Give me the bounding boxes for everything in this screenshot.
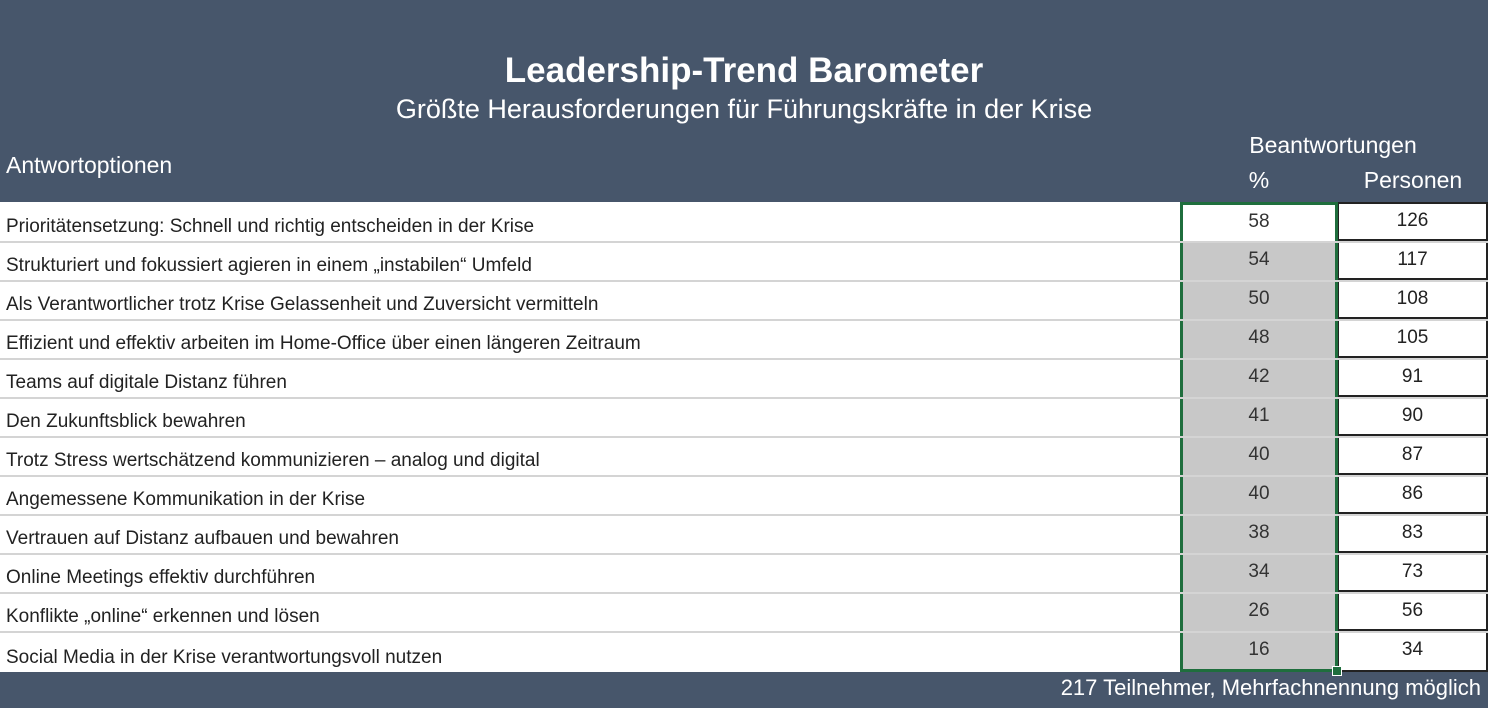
column-header-persons[interactable]: Personen <box>1363 167 1463 193</box>
cell-percent[interactable]: 38 <box>1180 516 1338 553</box>
cell-persons[interactable]: 83 <box>1338 516 1488 553</box>
table-row: Social Media in der Krise verantwortungs… <box>0 633 1488 672</box>
cell-option-label[interactable]: Effizient und effektiv arbeiten im Home-… <box>0 321 1180 358</box>
cell-option-label[interactable]: Strukturiert und fokussiert agieren in e… <box>0 243 1180 280</box>
cell-persons[interactable]: 126 <box>1338 202 1488 241</box>
cell-option-label[interactable]: Social Media in der Krise verantwortungs… <box>0 633 1180 672</box>
table-row: Strukturiert und fokussiert agieren in e… <box>0 243 1488 282</box>
cell-persons[interactable]: 34 <box>1338 633 1488 672</box>
table-row: Angemessene Kommunikation in der Krise 40… <box>0 477 1488 516</box>
cell-percent[interactable]: 58 <box>1180 202 1338 241</box>
table-row: Teams auf digitale Distanz führen 42 91 <box>0 360 1488 399</box>
column-header-options[interactable]: Antwortoptionen <box>6 152 173 178</box>
cell-persons[interactable]: 56 <box>1338 594 1488 631</box>
cell-persons[interactable]: 87 <box>1338 438 1488 475</box>
footer-note: 217 Teilnehmer, Mehrfachnennung möglich <box>1060 675 1481 700</box>
cell-percent[interactable]: 34 <box>1180 555 1338 592</box>
cell-percent[interactable]: 41 <box>1180 399 1338 436</box>
cell-persons[interactable]: 73 <box>1338 555 1488 592</box>
cell-option-label[interactable]: Als Verantwortlicher trotz Krise Gelasse… <box>0 282 1180 319</box>
page-subtitle: Größte Herausforderungen für Führungskrä… <box>395 94 1093 124</box>
table-row: Online Meetings effektiv durchführen 34 73 <box>0 555 1488 594</box>
cell-persons[interactable]: 86 <box>1338 477 1488 514</box>
table-row: Effizient und effektiv arbeiten im Home-… <box>0 321 1488 360</box>
table-row: Als Verantwortlicher trotz Krise Gelasse… <box>0 282 1488 321</box>
cell-persons[interactable]: 105 <box>1338 321 1488 358</box>
cell-percent[interactable]: 16 <box>1180 633 1338 672</box>
cell-percent[interactable]: 42 <box>1180 360 1338 397</box>
cell-option-label[interactable]: Trotz Stress wertschätzend kommunizieren… <box>0 438 1180 475</box>
table-row: Konflikte „online“ erkennen und lösen 26 5… <box>0 594 1488 633</box>
cell-option-label[interactable]: Konflikte „online“ erkennen und lösen <box>0 594 1180 631</box>
cell-percent[interactable]: 26 <box>1180 594 1338 631</box>
cell-option-label[interactable]: Angemessene Kommunikation in der Krise <box>0 477 1180 514</box>
cell-persons[interactable]: 117 <box>1338 243 1488 280</box>
cell-persons[interactable]: 108 <box>1338 282 1488 319</box>
results-table: Prioritätensetzung: Schnell und richtig … <box>0 202 1488 672</box>
page-title: Leadership-Trend Barometer <box>504 51 984 90</box>
table-row: Trotz Stress wertschätzend kommunizieren… <box>0 438 1488 477</box>
column-header-percent[interactable]: % <box>1248 167 1270 193</box>
cell-option-label[interactable]: Den Zukunftsblick bewahren <box>0 399 1180 436</box>
header-band: Leadership-Trend Barometer Größte Heraus… <box>0 0 1488 202</box>
cell-percent[interactable]: 54 <box>1180 243 1338 280</box>
table-row: Vertrauen auf Distanz aufbauen und bewah… <box>0 516 1488 555</box>
cell-percent[interactable]: 50 <box>1180 282 1338 319</box>
cell-option-label[interactable]: Vertrauen auf Distanz aufbauen und bewah… <box>0 516 1180 553</box>
cell-persons[interactable]: 90 <box>1338 399 1488 436</box>
cell-option-label[interactable]: Prioritätensetzung: Schnell und richtig … <box>0 202 1180 241</box>
cell-option-label[interactable]: Online Meetings effektiv durchführen <box>0 555 1180 592</box>
cell-persons[interactable]: 91 <box>1338 360 1488 397</box>
column-group-header-responses[interactable]: Beantwortungen <box>1249 132 1417 158</box>
cell-percent[interactable]: 40 <box>1180 477 1338 514</box>
table-row: Prioritätensetzung: Schnell und richtig … <box>0 202 1488 243</box>
table-row: Den Zukunftsblick bewahren 41 90 <box>0 399 1488 438</box>
cell-percent[interactable]: 48 <box>1180 321 1338 358</box>
cell-percent[interactable]: 40 <box>1180 438 1338 475</box>
selection-fill-handle[interactable] <box>1332 666 1342 676</box>
cell-option-label[interactable]: Teams auf digitale Distanz führen <box>0 360 1180 397</box>
